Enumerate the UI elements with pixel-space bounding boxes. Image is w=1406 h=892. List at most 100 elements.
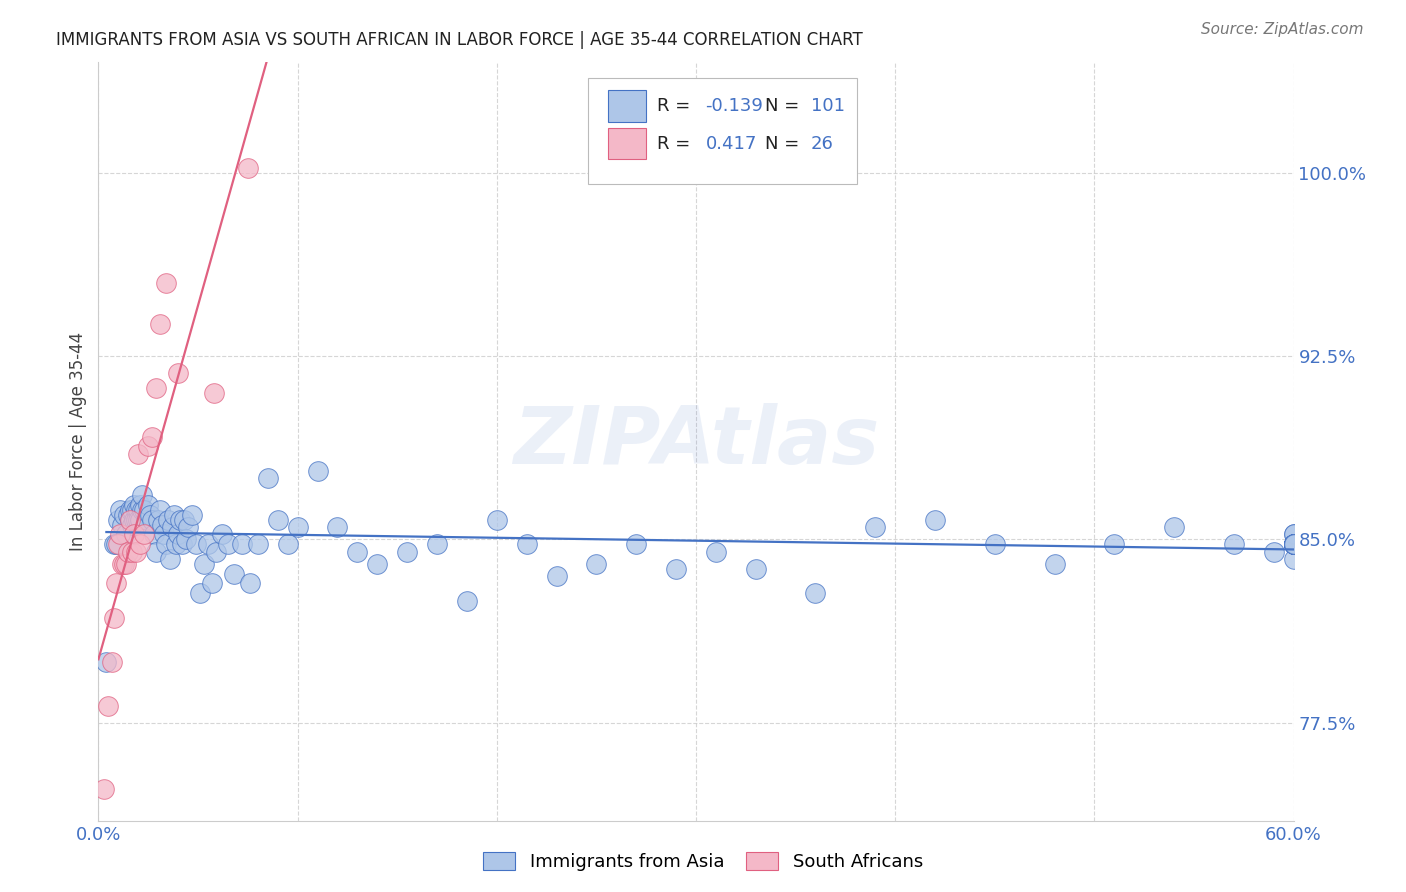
Point	[626, 537, 648, 551]
Point	[121, 517, 143, 532]
Point	[169, 513, 191, 527]
Point	[149, 503, 172, 517]
Point	[153, 527, 176, 541]
Point	[125, 513, 148, 527]
Y-axis label: In Labor Force | Age 35-44: In Labor Force | Age 35-44	[69, 332, 87, 551]
Point	[139, 508, 162, 522]
Text: R =: R =	[657, 97, 696, 115]
Point	[125, 544, 148, 558]
Point	[172, 537, 194, 551]
Point	[117, 544, 139, 558]
Point	[111, 517, 134, 532]
Point	[704, 544, 727, 558]
Point	[1282, 537, 1305, 551]
Point	[159, 552, 181, 566]
Point	[145, 381, 167, 395]
Point	[165, 537, 187, 551]
Point	[246, 537, 269, 551]
Point	[326, 520, 349, 534]
Point	[121, 503, 143, 517]
FancyBboxPatch shape	[607, 128, 645, 160]
Point	[120, 503, 142, 517]
Text: 101: 101	[811, 97, 845, 115]
Point	[117, 508, 139, 522]
Point	[217, 537, 239, 551]
Point	[1282, 537, 1305, 551]
Point	[136, 498, 159, 512]
Point	[1263, 544, 1285, 558]
Point	[115, 527, 138, 541]
Text: -0.139: -0.139	[706, 97, 763, 115]
Text: N =: N =	[765, 135, 806, 153]
Point	[456, 593, 478, 607]
Point	[129, 537, 152, 551]
Point	[201, 576, 224, 591]
Text: R =: R =	[657, 135, 702, 153]
Point	[127, 513, 149, 527]
Point	[101, 655, 124, 669]
Point	[110, 503, 132, 517]
Point	[1163, 520, 1185, 534]
Point	[111, 557, 134, 571]
Point	[107, 537, 129, 551]
Point	[211, 527, 233, 541]
Point	[163, 508, 186, 522]
Point	[1043, 557, 1066, 571]
Point	[665, 562, 688, 576]
Point	[110, 527, 132, 541]
Point	[103, 610, 125, 624]
Point	[134, 503, 156, 517]
Point	[167, 527, 190, 541]
Point	[96, 655, 118, 669]
Point	[141, 513, 163, 527]
Point	[1282, 537, 1305, 551]
Point	[1282, 537, 1305, 551]
Point	[924, 513, 946, 527]
Point	[136, 439, 159, 453]
Point	[1282, 537, 1305, 551]
Point	[115, 557, 138, 571]
Point	[129, 498, 152, 512]
Text: ZIPAtlas: ZIPAtlas	[513, 402, 879, 481]
Point	[1223, 537, 1246, 551]
Point	[149, 317, 172, 331]
Point	[127, 447, 149, 461]
Point	[107, 513, 129, 527]
Point	[222, 566, 245, 581]
Legend: Immigrants from Asia, South Africans: Immigrants from Asia, South Africans	[475, 845, 931, 879]
Point	[129, 513, 152, 527]
Point	[1282, 527, 1305, 541]
Point	[426, 537, 449, 551]
Point	[1282, 552, 1305, 566]
Text: N =: N =	[765, 97, 806, 115]
Point	[121, 544, 143, 558]
Point	[1104, 537, 1126, 551]
Point	[174, 533, 197, 547]
Point	[546, 569, 568, 583]
Point	[277, 537, 299, 551]
Point	[93, 781, 115, 796]
Point	[1282, 537, 1305, 551]
Point	[205, 544, 228, 558]
Point	[124, 527, 146, 541]
Point	[177, 520, 200, 534]
Point	[804, 586, 827, 600]
Point	[173, 513, 195, 527]
Point	[157, 513, 180, 527]
Point	[188, 586, 211, 600]
Point	[148, 513, 170, 527]
Point	[485, 513, 508, 527]
Text: 0.417: 0.417	[706, 135, 756, 153]
Point	[865, 520, 887, 534]
Point	[1282, 537, 1305, 551]
Point	[167, 366, 190, 380]
Text: 26: 26	[811, 135, 834, 153]
Point	[202, 385, 225, 400]
Point	[143, 527, 166, 541]
Point	[124, 513, 146, 527]
Point	[145, 544, 167, 558]
Point	[1282, 537, 1305, 551]
Point	[97, 698, 120, 713]
Point	[155, 276, 177, 290]
Text: Source: ZipAtlas.com: Source: ZipAtlas.com	[1201, 22, 1364, 37]
